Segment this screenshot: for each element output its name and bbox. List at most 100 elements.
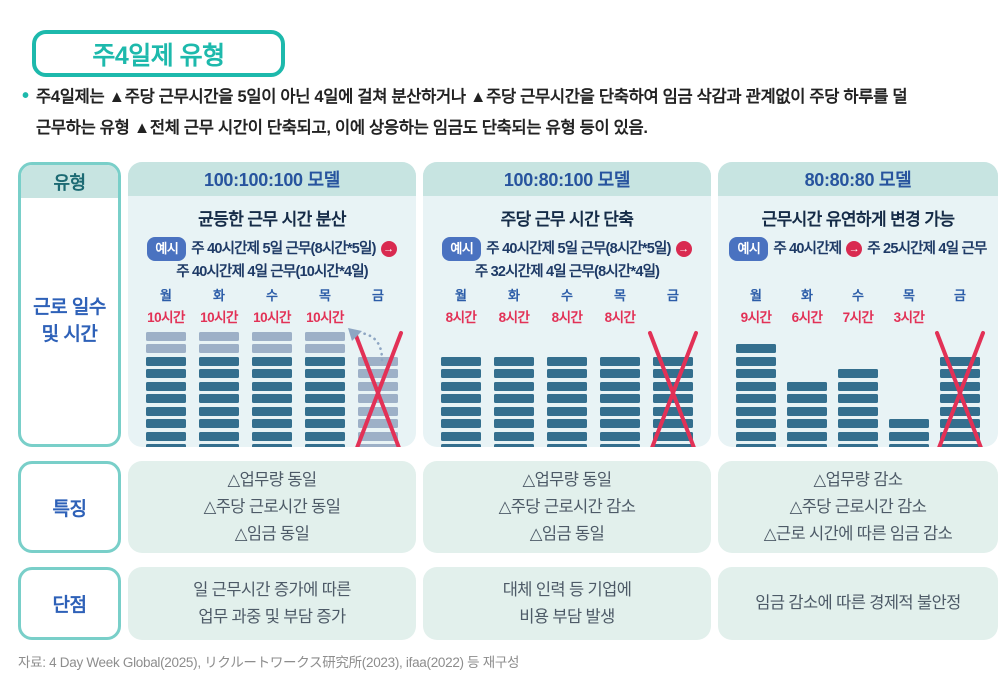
moved-hour-segment <box>252 331 292 341</box>
moved-hour-segment <box>358 406 398 416</box>
work-hour-segment <box>736 444 776 447</box>
work-hour-segment <box>494 444 534 447</box>
moved-hour-segment <box>199 344 239 353</box>
work-hour-segment <box>305 406 345 416</box>
work-hour-segment <box>494 419 534 428</box>
work-hour-segment <box>441 419 481 428</box>
work-hour-segment <box>199 381 239 391</box>
model-card-100-100-100: 100:100:100 모델 균등한 근무 시간 분산 예시 주 40시간제 5… <box>128 162 416 447</box>
work-hour-segment <box>305 381 345 391</box>
work-hour-segment <box>838 394 878 403</box>
model-title: 80:80:80 모델 <box>718 162 998 196</box>
work-hour-segment <box>889 444 929 447</box>
model-card-body: 주당 근무 시간 단축 예시 주 40시간제 5일 근무(8시간*5일) → 주… <box>423 196 711 447</box>
moved-hour-segment <box>358 444 398 447</box>
work-hour-segment <box>252 369 292 378</box>
feature-line: △임금 동일 <box>234 524 310 543</box>
intro-line-1: 주4일제는 ▲주당 근무시간을 5일이 아닌 4일에 걸쳐 분산하거나 ▲주당 … <box>36 88 908 106</box>
moved-hour-segment <box>358 431 398 441</box>
day-label: 월 <box>160 288 172 303</box>
model-card-80-80-80: 80:80:80 모델 근무시간 유연하게 변경 가능 예시 주 40시간제 →… <box>718 162 998 447</box>
work-hour-segment <box>940 431 980 441</box>
model-subtitle: 균등한 근무 시간 분산 <box>198 210 346 229</box>
example-line: 주 40시간제 4일 근무(10시간*4일) <box>176 262 368 283</box>
work-hour-segment <box>547 431 587 441</box>
type-column-header: 유형 <box>21 165 118 198</box>
day-label: 화 <box>508 288 520 303</box>
bar-slot-금 <box>648 331 698 447</box>
title-badge: 주4일제 유형 <box>32 30 285 77</box>
work-hour-segment <box>736 381 776 391</box>
bar-slot-화 <box>494 332 534 447</box>
bar-slot-금 <box>348 328 403 447</box>
workdays-label-line-1: 근로 일수 <box>33 297 106 318</box>
day-label: 월 <box>750 288 762 303</box>
example-badge: 예시 <box>729 237 769 261</box>
page-title: 주4일제 유형 <box>92 41 225 70</box>
work-hour-segment <box>787 381 827 391</box>
moved-hour-segment <box>358 356 398 366</box>
work-hour-segment <box>494 369 534 378</box>
feature-line: △주당 근로시간 동일 <box>203 497 341 516</box>
bar-수 <box>547 356 587 447</box>
day-label: 목 <box>903 288 915 303</box>
work-hour-segment <box>653 369 693 378</box>
day-label: 화 <box>801 288 813 303</box>
arrow-glyph: → <box>848 242 860 255</box>
work-hour-segment <box>441 381 481 391</box>
hours-value-label: 10시간 <box>200 310 238 325</box>
feature-line: △업무량 동일 <box>227 470 318 489</box>
features-cell-2: △업무량 동일 △주당 근로시간 감소 △임금 동일 <box>423 461 711 553</box>
bars-row <box>736 331 985 447</box>
work-hour-segment <box>494 406 534 416</box>
moved-hour-segment <box>146 331 186 341</box>
bar-slot-목 <box>600 332 640 447</box>
example-block: 예시 주 40시간제 → 주 25시간제 4일 근무 <box>718 237 998 283</box>
work-hour-segment <box>940 394 980 403</box>
work-hour-segment <box>252 406 292 416</box>
example-line: 예시 주 40시간제 5일 근무(8시간*5일) → <box>147 237 397 261</box>
bar-slot-목 <box>889 332 929 447</box>
day-label: 목 <box>319 288 331 303</box>
work-hour-segment <box>600 356 640 366</box>
workdays-label-line-2: 및 시간 <box>41 324 98 345</box>
hours-value-label: 3시간 <box>893 310 925 325</box>
example-badge: 예시 <box>147 237 187 261</box>
bar-금 <box>653 356 693 447</box>
work-hour-segment <box>653 406 693 416</box>
work-hour-segment <box>199 419 239 428</box>
work-hour-segment <box>494 356 534 366</box>
example-text: 주 40시간제 4일 근무(10시간*4일) <box>176 264 368 280</box>
model-card-100-80-100: 100:80:100 모델 주당 근무 시간 단축 예시 주 40시간제 5일 … <box>423 162 711 447</box>
work-hour-segment <box>199 431 239 441</box>
work-hour-segment <box>600 431 640 441</box>
bullet-dot: • <box>22 85 29 107</box>
work-hour-segment <box>305 419 345 428</box>
work-hour-segment <box>305 356 345 366</box>
work-hour-segment <box>787 406 827 416</box>
cons-label: 단점 <box>52 595 87 616</box>
work-hour-segment <box>146 381 186 391</box>
bar-chart-80-80-80: 월 화 수 목 금 9시간 6시간 7시간 3시간 <box>718 285 998 447</box>
red-arrow-icon: → <box>380 241 397 257</box>
bar-slot-월 <box>441 332 481 447</box>
work-hour-segment <box>547 356 587 366</box>
work-hour-segment <box>146 356 186 366</box>
bar-slot-금 <box>935 331 985 447</box>
moved-hour-segment <box>358 419 398 428</box>
arrow-glyph: → <box>678 242 690 255</box>
hours-value-label: 10시간 <box>147 310 185 325</box>
work-hour-segment <box>838 381 878 391</box>
bars-row <box>441 331 698 447</box>
work-hour-segment <box>146 369 186 378</box>
hours-value-label <box>358 306 398 324</box>
work-hour-segment <box>305 369 345 378</box>
work-hour-segment <box>305 444 345 447</box>
work-hour-segment <box>889 431 929 441</box>
work-hour-segment <box>940 406 980 416</box>
work-hour-segment <box>653 356 693 366</box>
day-label: 금 <box>954 288 966 303</box>
feature-line: △업무량 동일 <box>522 470 613 489</box>
